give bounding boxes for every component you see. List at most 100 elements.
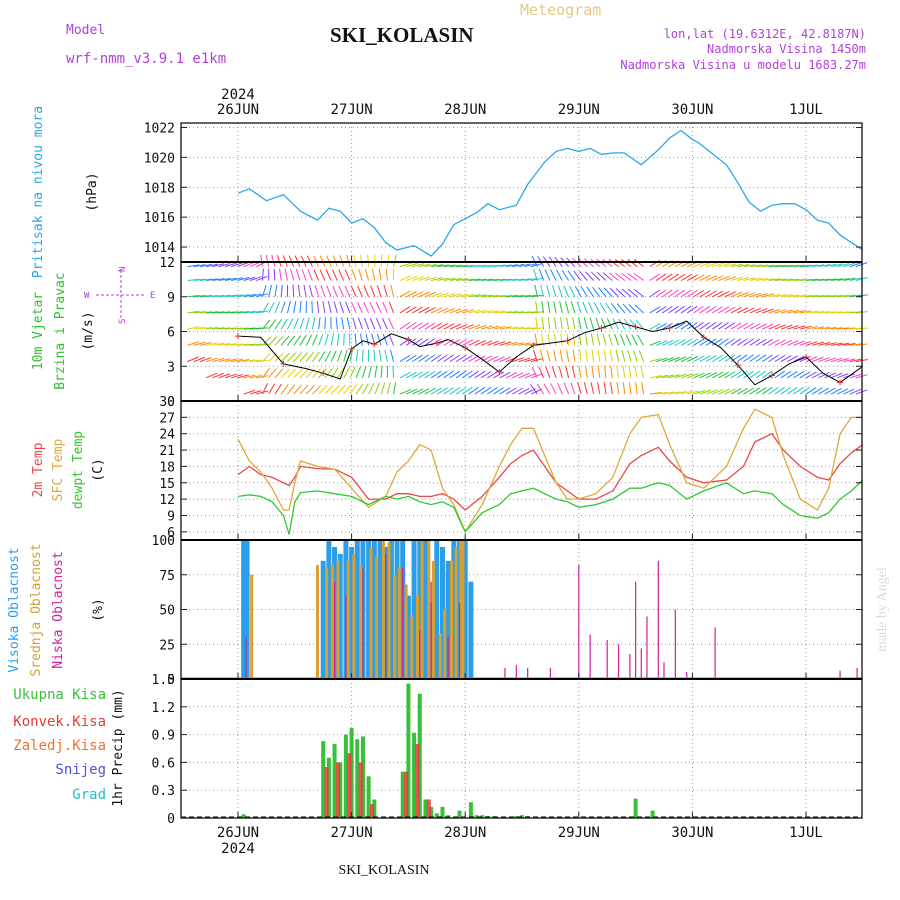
wind-arrow — [237, 359, 250, 363]
wind-arrow — [533, 268, 538, 281]
wind-arrow — [318, 333, 324, 346]
wind-arrow — [687, 305, 698, 314]
low-cloud-bar — [245, 637, 247, 679]
wind-arrow — [608, 259, 619, 268]
wind-arrow — [724, 291, 736, 298]
wind-arrow — [343, 333, 345, 346]
wind-arrow — [330, 384, 340, 395]
wind-arrow — [743, 354, 754, 363]
wind-arrow — [818, 341, 831, 346]
wind-arrow — [455, 308, 468, 314]
wind-arrow — [212, 372, 224, 379]
wind-arrow — [830, 278, 843, 282]
wind-arrow — [206, 311, 219, 314]
wind-arrow — [462, 339, 474, 346]
wind-arrow — [506, 326, 518, 330]
wind-arrow — [443, 308, 455, 314]
wind-arrow — [824, 342, 837, 346]
rain-bar — [332, 743, 337, 818]
wind-arrow — [430, 307, 443, 314]
wind-arrow — [218, 358, 231, 363]
wind-arrow — [187, 278, 200, 282]
wind-arrow — [805, 294, 818, 298]
convective-rain-bar — [370, 804, 375, 818]
wind-arrow — [194, 388, 204, 394]
wind-arrow — [603, 349, 607, 362]
wind-arrow — [524, 278, 537, 282]
wind-arrow — [351, 269, 357, 281]
wind-arrow — [743, 277, 756, 282]
wind-arrow — [628, 304, 638, 314]
wind-arrow — [363, 301, 370, 314]
wind-arrow — [737, 387, 749, 395]
wind-arrow — [311, 317, 316, 330]
wind-arrow — [218, 311, 231, 314]
wind-arrow — [818, 326, 831, 330]
wind-arrow — [249, 276, 262, 282]
wind-arrow — [311, 351, 320, 362]
wind-arrow — [737, 322, 748, 330]
wind-arrow — [493, 341, 506, 346]
wind-arrow — [699, 290, 711, 298]
y-tick-label: 1020 — [144, 151, 175, 166]
high-cloud-bar — [417, 540, 423, 679]
wind-arrow — [399, 389, 412, 395]
wind-arrow — [341, 317, 345, 330]
convective-rain-bar — [404, 771, 409, 818]
y-tick-label: 50 — [159, 604, 175, 619]
wind-arrow — [649, 323, 661, 330]
wind-arrow — [578, 365, 582, 378]
wind-arrow — [818, 372, 830, 379]
wind-arrow — [625, 334, 632, 346]
wind-arrow — [199, 295, 212, 298]
wind-arrow — [357, 301, 363, 314]
wind-arrow — [668, 289, 679, 298]
wind-arrow — [388, 334, 395, 346]
wind-arrow — [284, 268, 288, 281]
wind-arrow — [762, 308, 774, 314]
wind-arrow — [805, 356, 818, 363]
date-label-top: 30JUN — [671, 102, 713, 118]
wind-arrow — [592, 286, 601, 298]
high-cloud-bar — [377, 540, 383, 679]
wind-arrow — [780, 294, 793, 298]
wind-arrow — [780, 324, 793, 330]
wind-arrow — [837, 373, 849, 379]
wind-arrow — [305, 351, 314, 362]
convective-rain-bar — [347, 753, 352, 818]
wind-arrow — [437, 354, 448, 363]
wind-arrow — [462, 293, 475, 298]
precipitation-panel — [181, 678, 862, 818]
wind-arrow — [243, 293, 256, 298]
wind-arrow — [273, 268, 276, 281]
wind-arrow — [237, 327, 250, 330]
wind-arrow — [399, 290, 411, 298]
wind-gust-marker — [768, 372, 775, 379]
wind-arrow — [812, 341, 824, 346]
wind-arrow — [376, 285, 382, 297]
high-cloud-bar — [241, 540, 247, 679]
wind-arrow — [231, 277, 243, 282]
wind-arrow — [699, 274, 711, 281]
wind-arrow — [693, 305, 704, 314]
wind-arrow — [638, 350, 645, 362]
wind-arrow — [541, 333, 545, 346]
wind-arrow — [576, 301, 582, 314]
wind-arrow — [560, 333, 563, 346]
low-cloud-bar — [362, 567, 364, 679]
wind-arrow — [443, 264, 456, 268]
wind-arrow — [837, 311, 850, 314]
low-cloud-bar — [527, 667, 529, 679]
wind-arrow — [546, 285, 551, 297]
wind-arrow — [849, 358, 862, 363]
wind-arrow — [261, 268, 264, 281]
wind-arrow — [332, 285, 338, 297]
wind-arrow — [346, 254, 351, 267]
mid-cloud-bar — [420, 540, 424, 679]
wind-arrow — [793, 278, 806, 282]
wind-arrow — [812, 278, 825, 282]
wind-arrow — [280, 284, 283, 297]
wind-arrow — [837, 342, 850, 346]
wind-arrow — [543, 383, 551, 395]
wind-arrow — [566, 317, 570, 330]
